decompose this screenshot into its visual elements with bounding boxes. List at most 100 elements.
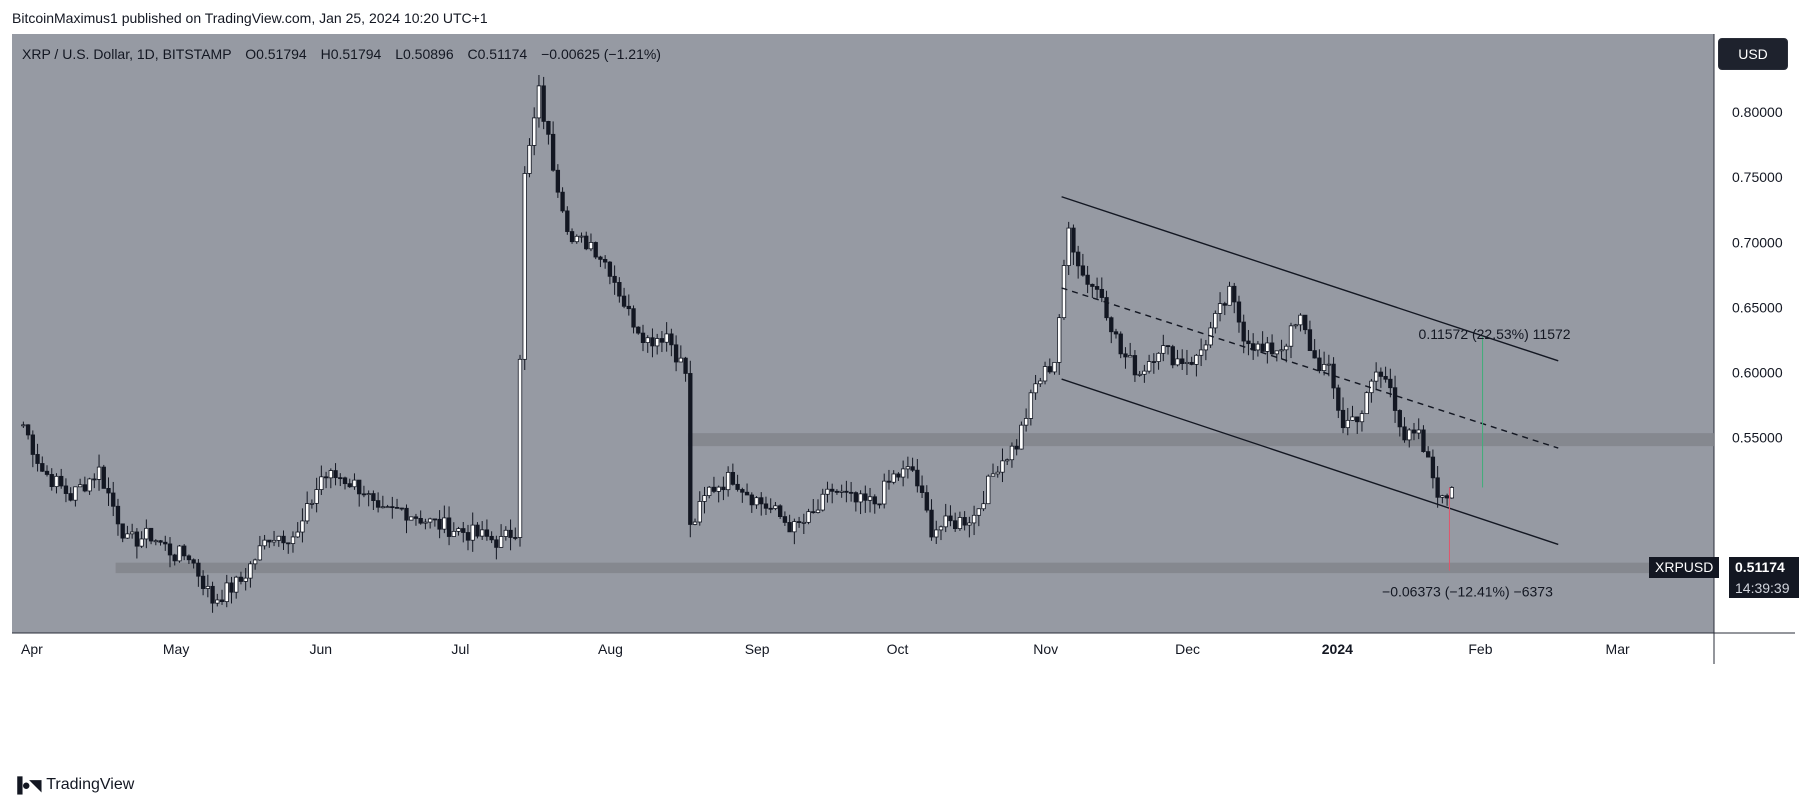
candle-body [210,585,215,604]
candle [1312,339,1317,359]
candle [1132,350,1138,382]
candle [602,255,608,269]
candle [1109,316,1114,344]
chart-svg[interactable]: 0.11572 (22.53%) 11572 −0.06373 (−12.41%)… [12,34,1795,764]
symbol-label[interactable]: XRP / U.S. Dollar, 1D, BITSTAMP [22,46,232,62]
candle-body [470,524,475,541]
candle [1336,384,1341,419]
channel-lower-line [1061,378,1559,546]
candle-body [489,535,494,541]
candle-body [451,530,456,537]
candle [1407,428,1412,448]
candle [1317,349,1322,374]
candle [1118,331,1123,359]
candle [560,187,565,213]
candle [380,495,386,509]
candle-body [1350,416,1355,421]
candle-body [886,480,892,483]
candle [342,476,348,490]
candle-body [347,483,352,488]
candle-body [371,493,376,501]
chart-panel[interactable]: 0.11572 (22.53%) 11572 −0.06373 (−12.41%)… [12,34,1795,764]
candle-body [44,470,50,475]
candle-body [295,531,300,538]
candle-body [744,491,750,496]
candle [1075,245,1081,279]
candle [768,498,773,514]
candle [347,478,352,488]
candle-body [749,494,754,506]
tradingview-logo-icon[interactable]: ▐●◥ [12,777,41,794]
candle [792,518,797,545]
candle-body [125,533,130,539]
candle-body [702,495,707,502]
currency-button[interactable]: USD [1718,38,1788,70]
candle-body [286,542,291,545]
candle-body [1255,343,1261,351]
candle [1156,352,1161,370]
candle [725,466,731,497]
candle [702,486,707,514]
candle [796,516,802,528]
candle-body [238,576,244,582]
candle-body [1104,297,1109,319]
candle [555,164,561,198]
candle [286,542,291,554]
candle [1057,314,1062,375]
candle-body [281,535,286,544]
candle [115,498,121,536]
candle [711,476,717,494]
candle [25,424,31,440]
candle [900,460,906,487]
candle [938,525,944,541]
candle [1217,292,1223,322]
candle [87,477,92,495]
candle-body [352,479,357,488]
candle [754,496,759,509]
candle [1189,356,1194,366]
candle-body [1137,373,1142,376]
candle-body [148,527,154,542]
candle [915,459,920,493]
y-tick-label: 0.75000 [1732,169,1783,185]
candle-body [967,522,972,526]
candle-body [404,507,409,521]
candle-body [1312,350,1317,359]
candle-body [480,529,485,537]
candle-body [877,503,882,506]
candle [451,522,456,537]
x-tick-label: Aug [598,641,623,657]
candle-body [1151,361,1156,363]
candle-body [896,473,901,478]
candle-body [191,559,196,564]
candle [1151,353,1156,374]
candle [413,513,419,526]
y-tick-label: 0.70000 [1732,234,1783,250]
candle [125,525,130,539]
candle-body [830,488,835,492]
candle [584,231,589,251]
candle-body [716,486,721,492]
x-tick-label: Sep [745,641,770,657]
candle [480,521,485,540]
price-tag-countdown: 14:39:39 [1729,578,1799,598]
candle [707,485,712,499]
candle-body [1213,313,1218,329]
candle-body [1014,445,1019,450]
low-value: 0.50896 [403,46,454,62]
candle [1449,486,1454,499]
candle [234,575,239,599]
candle [910,457,915,472]
candle [1137,371,1142,377]
candle [858,490,863,515]
candle [782,511,788,526]
candle-body [995,471,1000,475]
candle-body [1355,416,1360,423]
candle-body [234,576,239,593]
candle [427,517,433,529]
candle-body [1146,361,1152,372]
candle-body [1340,409,1346,429]
footer-brand[interactable]: TradingView [46,776,135,793]
candle-body [163,541,168,545]
candle [565,206,570,235]
